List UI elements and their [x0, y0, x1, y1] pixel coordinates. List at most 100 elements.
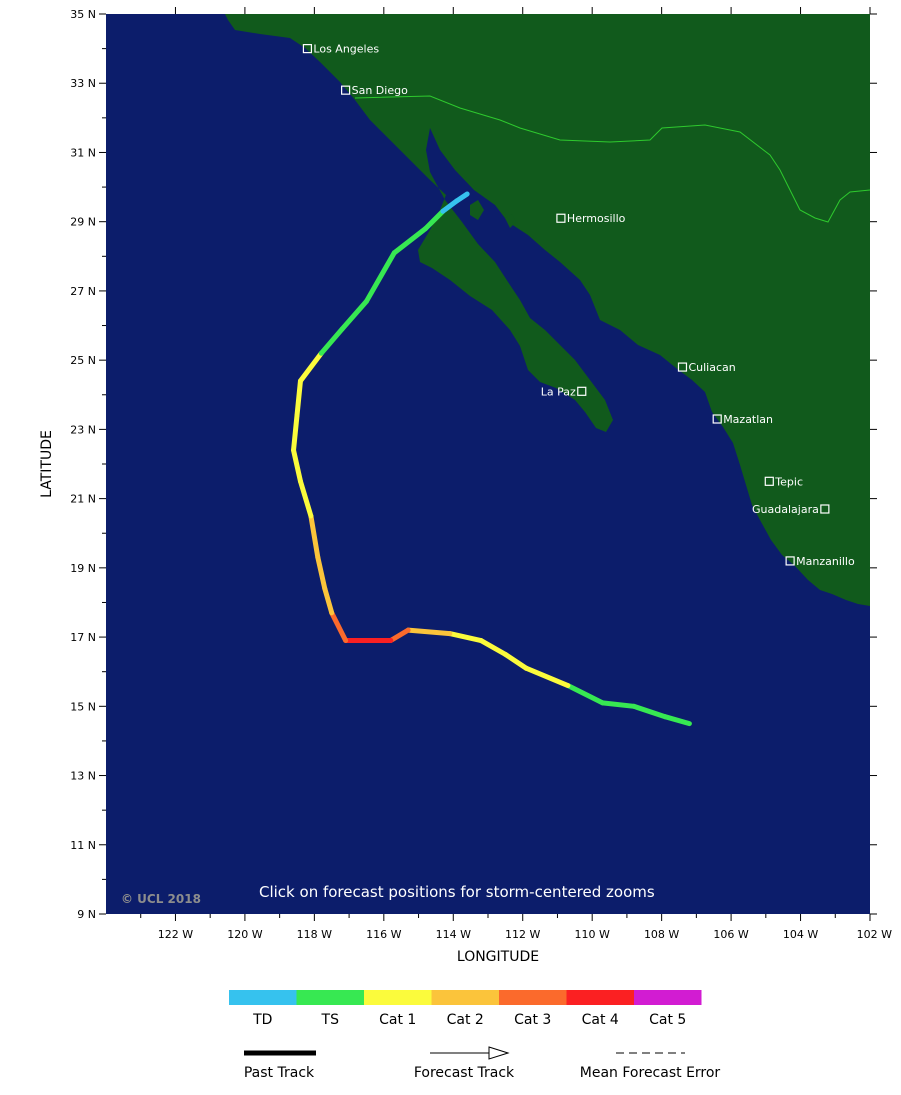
lon-tick-label: 114 W: [436, 928, 471, 941]
lon-tick-label: 110 W: [574, 928, 609, 941]
track-segment[interactable]: [662, 714, 692, 727]
lat-tick-label: 17 N: [70, 631, 96, 644]
track-segment[interactable]: [297, 478, 314, 519]
city-label: Los Angeles: [313, 43, 379, 56]
borders: [354, 95, 870, 223]
track-segment[interactable]: [297, 350, 324, 384]
track-segment[interactable]: [600, 700, 637, 709]
city-label: Mazatlan: [723, 413, 773, 426]
city-label: Hermosillo: [567, 212, 626, 225]
legend-label: Cat 4: [582, 1012, 619, 1028]
legend-swatch: [499, 990, 567, 1005]
city-label: Guadalajara: [752, 503, 819, 516]
city-markers: Los Angeles San Diego Hermosillo Culiacan La…: [302, 43, 855, 568]
track-segment[interactable]: [447, 631, 484, 644]
lon-tick-label: 106 W: [713, 928, 748, 941]
land-masses: [225, 14, 870, 606]
track-segment[interactable]: [631, 703, 668, 720]
city-label: La Paz: [541, 385, 576, 398]
lat-tick-label: 19 N: [70, 562, 96, 575]
track-style-legend: Past Track Forecast Track Mean Forecast …: [244, 1046, 721, 1081]
lat-tick-label: 31 N: [70, 146, 96, 159]
lat-tick-label: 9 N: [77, 908, 96, 921]
legend-swatch: [296, 990, 364, 1005]
lon-tick-label: 116 W: [366, 928, 401, 941]
legend-swatch: [229, 990, 297, 1005]
track-segment[interactable]: [363, 250, 397, 304]
category-legend: TD TS Cat 1 Cat 2 Cat 3 Cat 4 Cat 5: [229, 990, 702, 1028]
track-segment[interactable]: [291, 447, 303, 484]
track-segment[interactable]: [478, 638, 508, 657]
storm-track: [291, 191, 692, 727]
city-marker: [341, 85, 351, 95]
mainland-mexico-california: [225, 14, 870, 606]
city-marker: [764, 476, 774, 486]
city-label: Tepic: [774, 475, 803, 488]
legend-label: TS: [321, 1012, 340, 1028]
city-label: San Diego: [352, 84, 408, 97]
lon-tick-label: 104 W: [783, 928, 818, 941]
track-segment[interactable]: [339, 298, 369, 332]
angel-island: [505, 214, 516, 228]
city-marker: [785, 556, 795, 566]
city-marker: [677, 362, 688, 372]
track-segment[interactable]: [454, 191, 470, 204]
past-track-label: Past Track: [244, 1065, 315, 1081]
y-axis-title: LATITUDE: [39, 430, 55, 498]
forecast-zoom-note[interactable]: Click on forecast positions for storm-ce…: [259, 883, 655, 901]
lat-tick-label: 35 N: [70, 8, 96, 21]
track-segment[interactable]: [322, 586, 335, 616]
mean-error-label: Mean Forecast Error: [580, 1065, 721, 1081]
lon-tick-label: 120 W: [227, 928, 262, 941]
track-segment[interactable]: [502, 651, 529, 671]
x-axis-title: LONGITUDE: [457, 949, 539, 965]
us-mexico-border: [354, 95, 870, 223]
lon-tick-label: 112 W: [505, 928, 540, 941]
lat-tick-label: 29 N: [70, 216, 96, 229]
lat-tick-label: 13 N: [70, 770, 96, 783]
track-segment[interactable]: [422, 208, 446, 232]
track-segment[interactable]: [291, 413, 300, 453]
lat-tick-label: 27 N: [70, 285, 96, 298]
track-segment[interactable]: [523, 665, 571, 689]
track-segment[interactable]: [329, 610, 349, 644]
city-marker: [820, 504, 830, 514]
legend-label: Cat 5: [649, 1012, 686, 1028]
track-segment[interactable]: [440, 198, 460, 214]
city-marker: [712, 414, 722, 424]
lat-tick-label: 21 N: [70, 493, 96, 506]
city-marker: [556, 213, 566, 223]
lat-tick-label: 23 N: [70, 423, 96, 436]
city-label: Culiacan: [688, 361, 735, 374]
legend-label: Cat 3: [514, 1012, 551, 1028]
map-axes: 9 N 11 N 13 N 15 N 17 N 19 N 21 N 23 N 25 N 27 N 2…: [70, 7, 892, 941]
lat-tick-label: 33 N: [70, 77, 96, 90]
lon-tick-label: 108 W: [644, 928, 679, 941]
copyright-label: © UCL 2018: [121, 892, 201, 906]
legend-label: Cat 2: [447, 1012, 484, 1028]
legend-label: TD: [252, 1012, 272, 1028]
forecast-arrow-icon: [488, 1046, 510, 1060]
tiburon-island: [470, 200, 484, 220]
legend-swatch: [566, 990, 634, 1005]
lat-tick-label: 11 N: [70, 839, 96, 852]
track-segment[interactable]: [318, 326, 345, 356]
lon-tick-label: 118 W: [297, 928, 332, 941]
legend-swatch: [431, 990, 499, 1005]
city-marker: [302, 44, 313, 54]
track-segment[interactable]: [315, 554, 328, 592]
track-segment[interactable]: [405, 627, 453, 637]
legend-swatch: [634, 990, 702, 1005]
lon-tick-label: 102 W: [857, 928, 892, 941]
track-segment[interactable]: [388, 627, 411, 644]
forecast-track-label: Forecast Track: [414, 1065, 515, 1081]
track-segment[interactable]: [391, 226, 428, 256]
track-segment[interactable]: [308, 513, 321, 560]
track-segment[interactable]: [565, 683, 606, 706]
legend-label: Cat 1: [379, 1012, 416, 1028]
city-label: Manzanillo: [796, 555, 855, 568]
track-segment[interactable]: [294, 378, 303, 419]
lon-tick-label: 122 W: [158, 928, 193, 941]
city-marker: [577, 386, 587, 396]
lat-tick-label: 15 N: [70, 700, 96, 713]
